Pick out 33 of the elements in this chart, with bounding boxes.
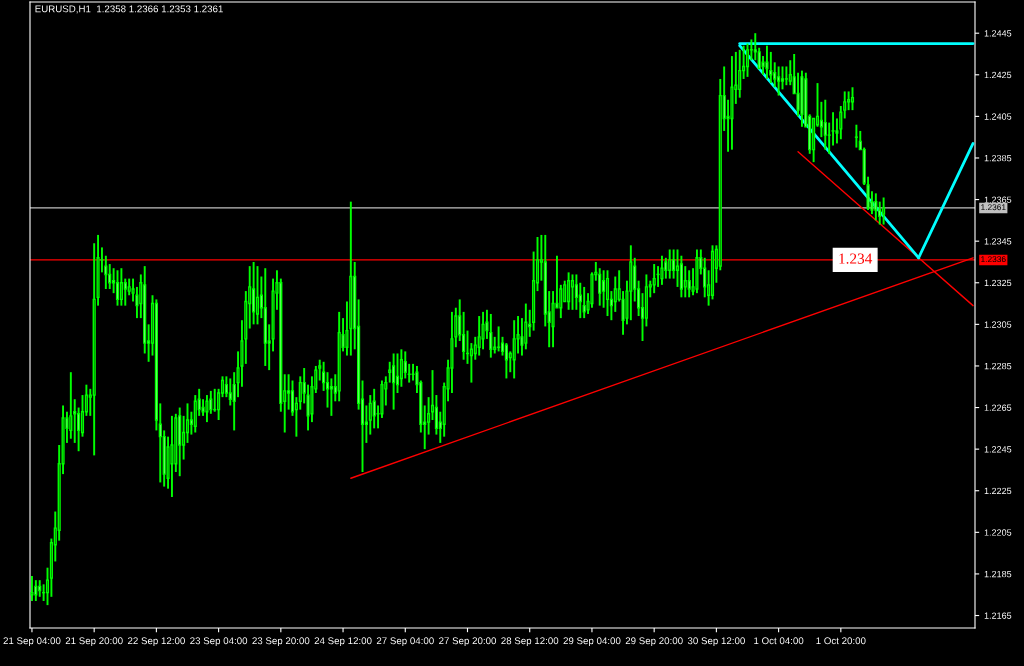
y-tick-label: 1.2445: [984, 30, 1012, 37]
x-tick-label: 23 Sep 04:00: [190, 637, 248, 647]
y-tick-label: 1.2325: [984, 279, 1012, 287]
chart-title: EURUSD,H1 1.2358 1.2366 1.2353 1.2361: [35, 5, 223, 14]
x-tick-label: 29 Sep 04:00: [563, 637, 621, 647]
x-tick-label: 22 Sep 12:00: [127, 637, 185, 647]
y-tick-label: 1.2185: [984, 570, 1012, 578]
x-tick-label: 27 Sep 04:00: [376, 637, 434, 647]
x-tick-label: 1 Oct 20:00: [816, 637, 866, 645]
y-tick-label: 1.2345: [984, 238, 1012, 245]
x-tick-label: 24 Sep 12:00: [314, 637, 372, 647]
y-tick-label: 1.2265: [984, 404, 1012, 411]
y-tick-label: 1.2425: [984, 71, 1012, 79]
y-tick-label: 1.2225: [984, 487, 1012, 495]
y-tick-label: 1.2385: [984, 154, 1012, 162]
x-tick-label: 21 Sep 04:00: [3, 637, 61, 647]
y-tick-label: 1.2205: [984, 529, 1012, 536]
x-tick-label: 1 Oct 04:00: [754, 637, 804, 645]
y-tick-label: 1.2165: [984, 612, 1012, 619]
x-tick-label: 29 Sep 20:00: [625, 637, 683, 647]
y-tick-label: 1.2305: [984, 321, 1012, 328]
annotation: 1.234: [839, 253, 873, 264]
ref-line-label: 1.2336: [981, 256, 1006, 263]
y-tick-label: 1.2365: [984, 196, 1012, 203]
y-tick-label: 1.2285: [984, 362, 1012, 370]
x-tick-label: 28 Sep 12:00: [501, 637, 559, 647]
x-tick-label: 23 Sep 20:00: [252, 637, 310, 647]
x-tick-label: 21 Sep 20:00: [65, 637, 123, 647]
y-tick-label: 1.2405: [984, 113, 1012, 120]
x-tick-label: 30 Sep 12:00: [687, 637, 745, 647]
ref-line-label: 1.2361: [981, 204, 1006, 211]
y-tick-label: 1.2245: [984, 446, 1012, 453]
x-tick-label: 27 Sep 20:00: [439, 637, 497, 647]
